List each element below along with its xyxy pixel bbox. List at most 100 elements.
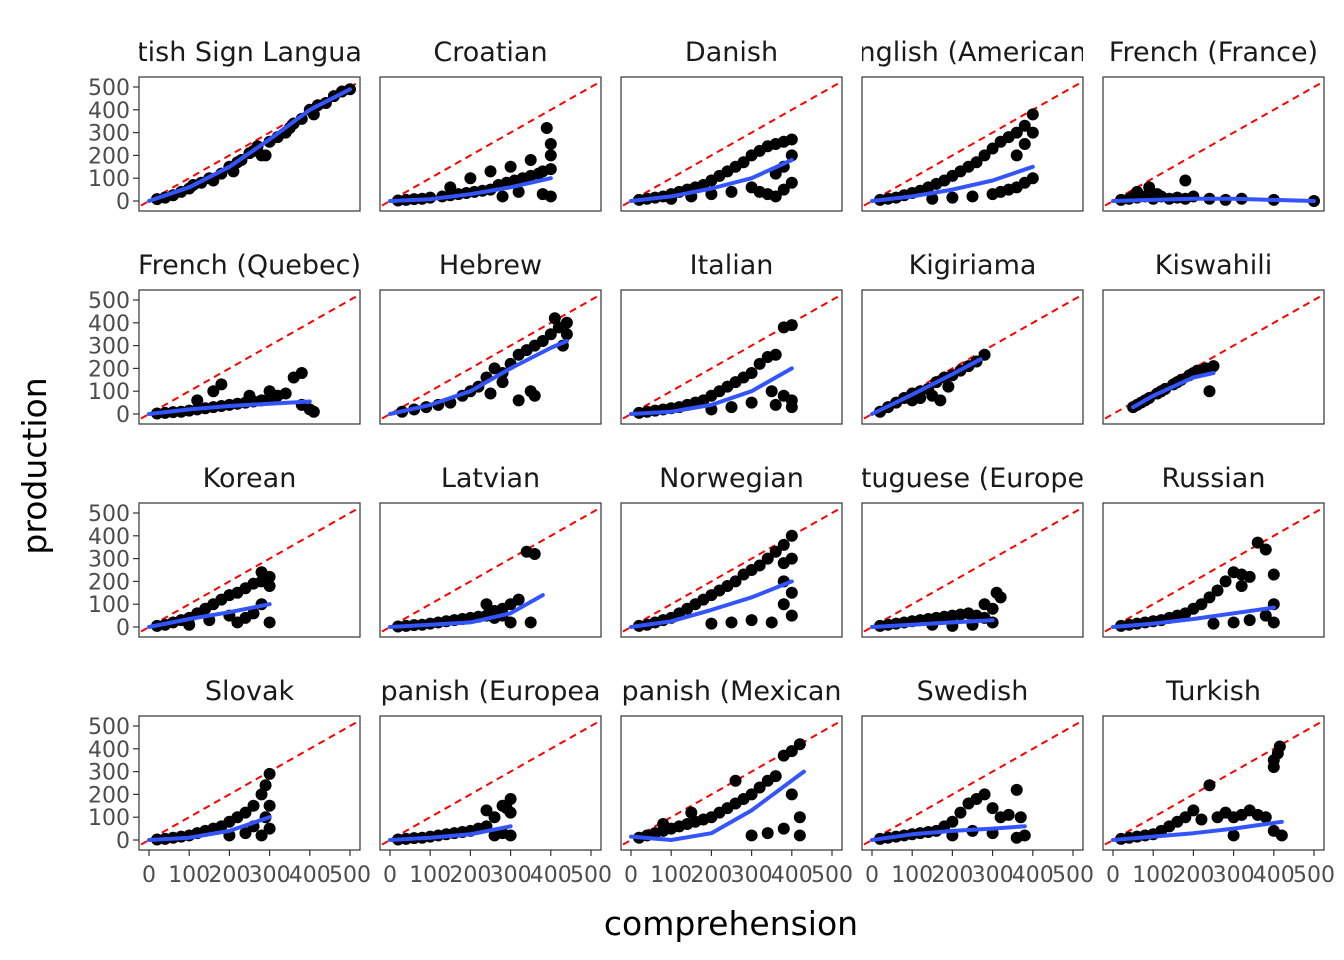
- data-point: [1207, 360, 1220, 373]
- data-point: [496, 376, 509, 389]
- facet-strip-label: Hebrew: [439, 250, 542, 281]
- trend-line: [629, 158, 794, 203]
- x-tick-label: 400: [1253, 863, 1295, 888]
- y-tick-label: 400: [88, 525, 130, 550]
- data-point: [1267, 616, 1280, 629]
- data-point: [1179, 811, 1192, 824]
- reference-line: [622, 294, 841, 420]
- data-point: [544, 163, 557, 176]
- panel-plot-area: [622, 81, 841, 207]
- panel-plot-area: [1104, 720, 1323, 846]
- reference-line: [1104, 81, 1323, 207]
- facet-strip-label: Danish: [685, 37, 778, 68]
- data-point: [1179, 174, 1192, 187]
- panel-plot-area: [381, 507, 600, 633]
- data-point: [544, 190, 557, 203]
- data-point: [504, 829, 517, 842]
- data-point: [745, 829, 758, 842]
- x-tick-label: 500: [1293, 863, 1335, 888]
- facet-panel: Danish: [620, 37, 843, 212]
- data-point: [946, 815, 959, 828]
- data-point: [255, 566, 268, 579]
- reference-line: [381, 81, 600, 207]
- y-tick-label: 300: [88, 122, 130, 147]
- data-point: [544, 149, 557, 162]
- data-point: [793, 811, 806, 824]
- data-point: [512, 185, 525, 198]
- data-point: [785, 319, 798, 332]
- x-tick-label: 300: [249, 863, 291, 888]
- data-point: [1187, 804, 1200, 817]
- x-tick-label: 500: [329, 863, 371, 888]
- x-tick-label: 100: [1132, 863, 1174, 888]
- data-point: [1195, 598, 1208, 611]
- data-point: [1259, 811, 1272, 824]
- data-point: [1203, 779, 1216, 792]
- trend-line: [1111, 819, 1284, 842]
- panel-plot-area: [863, 81, 1082, 207]
- panel-plot-area: [140, 720, 359, 846]
- data-point: [524, 153, 537, 166]
- data-point: [994, 591, 1007, 604]
- data-point: [263, 822, 276, 835]
- data-point: [785, 176, 798, 189]
- data-point: [1026, 172, 1039, 185]
- data-point: [1243, 570, 1256, 583]
- x-tick-label: 500: [811, 863, 853, 888]
- data-point: [239, 827, 252, 840]
- data-point: [496, 190, 509, 203]
- trend-line: [147, 87, 352, 203]
- trend-line: [1131, 371, 1216, 410]
- data-point: [737, 156, 750, 169]
- x-tick-label: 100: [168, 863, 210, 888]
- data-point: [785, 529, 798, 542]
- data-point: [705, 188, 718, 201]
- facet-strip-label: Kigiriama: [909, 250, 1037, 281]
- x-tick-label: 200: [1172, 863, 1214, 888]
- trend-line: [1111, 605, 1276, 629]
- data-point: [745, 614, 758, 627]
- facet-panel: Kiswahili: [1102, 250, 1325, 425]
- x-tick-label: 0: [865, 863, 879, 888]
- x-tick-label: 400: [530, 863, 572, 888]
- data-point: [480, 804, 493, 817]
- facet-panel: Russian: [1102, 463, 1325, 638]
- reference-line: [140, 720, 359, 846]
- data-point: [540, 122, 553, 135]
- reference-line: [381, 720, 600, 846]
- panel-plot-area: [1104, 81, 1323, 207]
- y-tick-label: 400: [88, 738, 130, 763]
- data-point: [259, 779, 272, 792]
- data-point: [1010, 831, 1023, 844]
- panel-plot-area: [140, 81, 359, 207]
- facet-strip-label: Norwegian: [659, 463, 804, 494]
- data-point: [239, 806, 252, 819]
- y-tick-label: 0: [116, 616, 130, 641]
- y-tick-label: 300: [88, 548, 130, 573]
- panel-plot-area: [863, 507, 1082, 633]
- y-tick-label: 500: [88, 76, 130, 101]
- facet-strip-label: tuguese (Europe: [861, 463, 1084, 494]
- data-point: [970, 156, 983, 169]
- data-point: [528, 389, 541, 402]
- facet-panel: French (France): [1102, 37, 1325, 212]
- data-point: [528, 548, 541, 561]
- data-point: [785, 401, 798, 414]
- data-point: [725, 185, 738, 198]
- data-point: [777, 557, 790, 570]
- data-point: [657, 818, 670, 831]
- data-point: [978, 788, 991, 801]
- facet-panel: Croatian: [379, 37, 602, 212]
- reference-line: [1104, 507, 1323, 633]
- panel-plot-area: [863, 294, 1082, 420]
- data-point: [769, 190, 782, 203]
- x-tick-label: 400: [289, 863, 331, 888]
- trend-line: [147, 815, 272, 842]
- data-point: [1195, 813, 1208, 826]
- data-point: [544, 328, 557, 341]
- data-point: [1267, 824, 1280, 837]
- facet-panel: Norwegian: [620, 463, 843, 638]
